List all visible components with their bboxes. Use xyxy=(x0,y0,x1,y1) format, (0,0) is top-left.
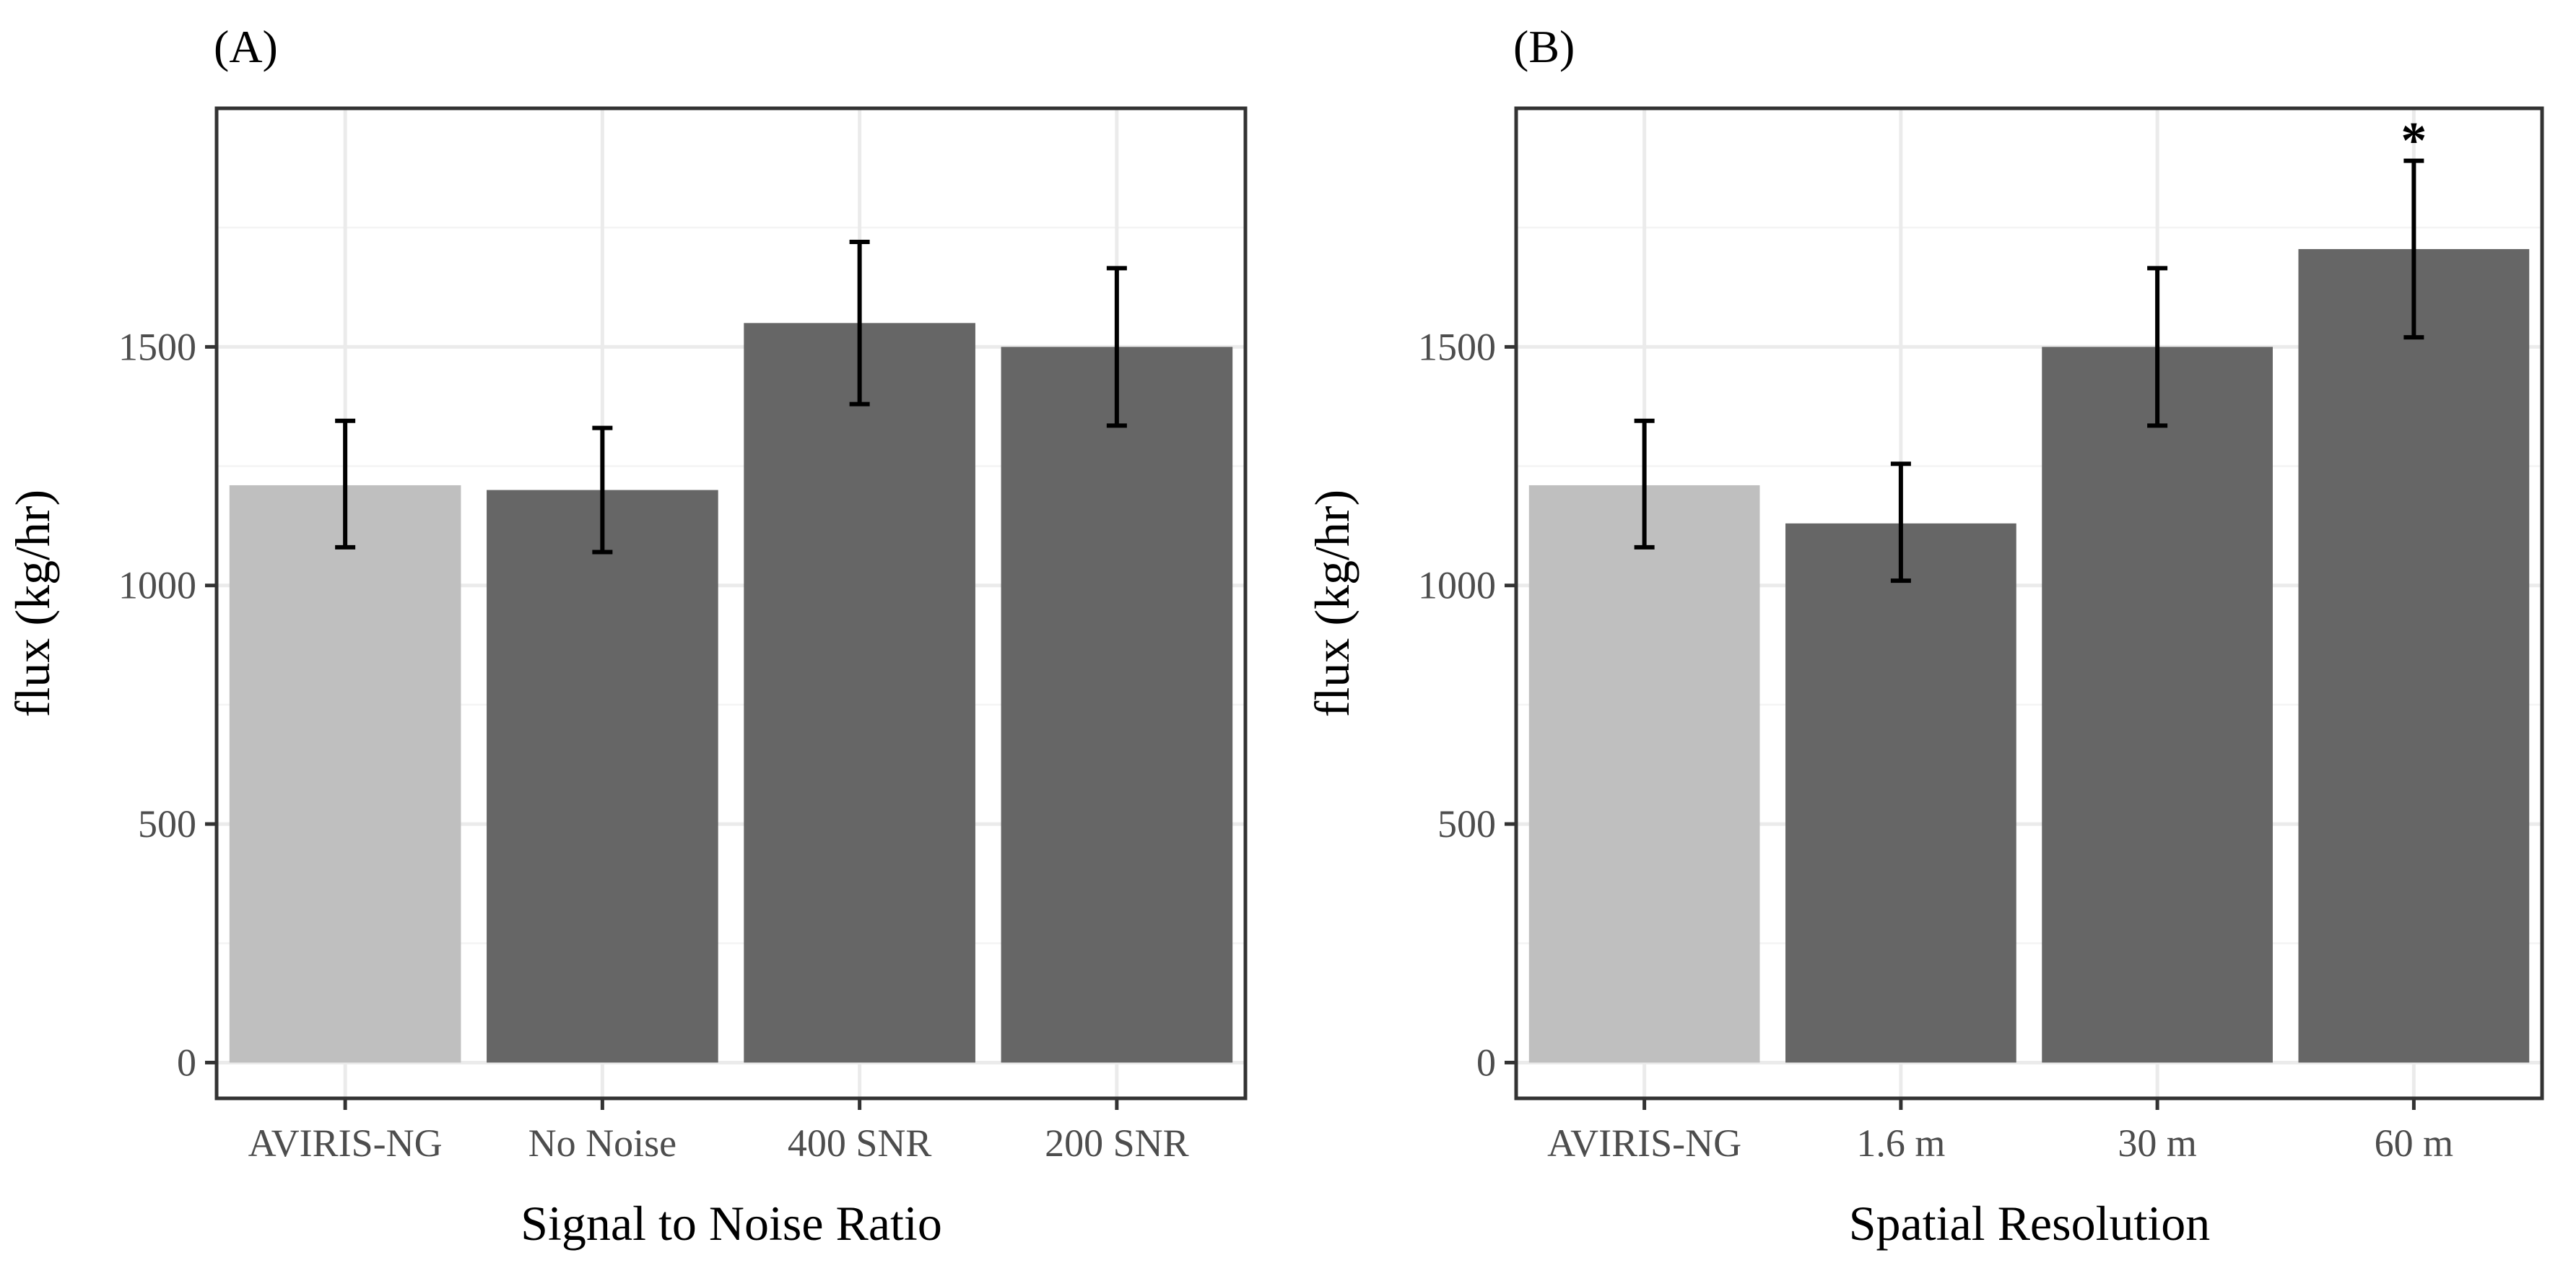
y-axis-title: flux (kg/hr) xyxy=(5,490,60,717)
bar-200-snr xyxy=(1001,347,1233,1063)
panel-label: (B) xyxy=(1513,21,1575,72)
error-bar xyxy=(335,418,356,550)
panel-label: (A) xyxy=(214,21,278,72)
x-tick-label: 30 m xyxy=(2118,1121,2197,1165)
y-tick-label: 500 xyxy=(1437,802,1496,846)
error-bar xyxy=(2403,158,2424,340)
bar-1-6-m xyxy=(1785,523,2016,1063)
chart-panel-1: 0 500 1000 1500 AVIRIS-NG No Noise 400 SNR 200 … xyxy=(5,21,1248,1251)
significance-marker: * xyxy=(2401,112,2427,170)
chart-panel-2: * 0 500 1000 1500 AVIRIS-NG 1.6 m 30 m 60 m Spati… xyxy=(1305,21,2544,1251)
y-tick-label: 1000 xyxy=(118,564,196,607)
y-tick-label: 0 xyxy=(1476,1041,1496,1084)
y-tick-label: 1000 xyxy=(1418,564,1496,607)
panel-border xyxy=(214,106,1248,1101)
y-axis-title: flux (kg/hr) xyxy=(1305,490,1359,717)
bar-aviris-ng xyxy=(229,485,461,1063)
x-tick-label: 200 SNR xyxy=(1045,1121,1189,1165)
error-bar xyxy=(2147,266,2168,428)
bar-aviris-ng xyxy=(1528,485,1760,1063)
bar-30-m xyxy=(2042,347,2273,1063)
y-tick-label: 500 xyxy=(138,802,196,846)
x-tick-label: 1.6 m xyxy=(1856,1121,1945,1165)
y-tick-label: 0 xyxy=(177,1041,196,1084)
x-tick-label: 400 SNR xyxy=(788,1121,932,1165)
error-bar xyxy=(849,240,870,407)
bar-400-snr xyxy=(744,323,975,1063)
y-tick-label: 1500 xyxy=(1418,325,1496,368)
x-axis-title: Signal to Noise Ratio xyxy=(521,1196,942,1251)
error-bar xyxy=(1890,461,1911,583)
y-tick-label: 1500 xyxy=(118,325,196,368)
x-tick-label: No Noise xyxy=(528,1121,676,1165)
error-bar xyxy=(592,425,613,555)
x-tick-label: AVIRIS-NG xyxy=(1547,1121,1741,1165)
panel-border xyxy=(1514,106,2544,1101)
x-axis-title: Spatial Resolution xyxy=(1849,1196,2211,1251)
bar-no-noise xyxy=(487,490,718,1063)
bar-60-m xyxy=(2298,248,2530,1063)
error-bar xyxy=(1634,418,1655,550)
x-tick-label: 60 m xyxy=(2375,1121,2454,1165)
x-tick-label: AVIRIS-NG xyxy=(248,1121,443,1165)
error-bar xyxy=(1106,266,1127,428)
